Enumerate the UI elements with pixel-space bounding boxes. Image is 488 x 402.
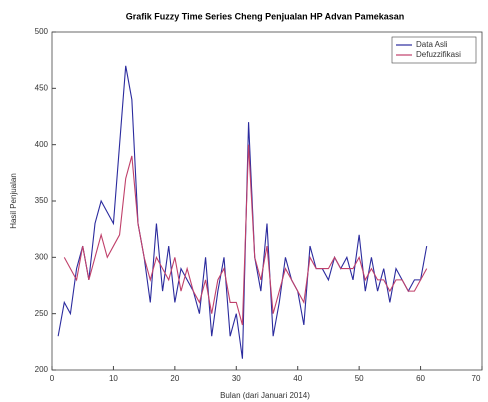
y-tick-label: 350 xyxy=(35,196,49,205)
x-tick-label: 40 xyxy=(293,374,302,383)
x-tick-label: 0 xyxy=(50,374,55,383)
y-tick-label: 400 xyxy=(35,140,49,149)
x-tick-label: 30 xyxy=(232,374,241,383)
x-tick-label: 10 xyxy=(109,374,118,383)
series-line xyxy=(63,144,428,326)
x-tick-label: 70 xyxy=(472,374,481,383)
series-line xyxy=(57,65,428,359)
y-tick-label: 450 xyxy=(35,83,49,92)
legend-box xyxy=(391,36,477,64)
x-tick-label: 60 xyxy=(416,374,425,383)
y-tick-label: 300 xyxy=(35,252,49,261)
y-tick-label: 200 xyxy=(35,365,49,374)
legend-label: Data Asli xyxy=(416,40,448,49)
y-tick-label: 500 xyxy=(35,27,49,36)
y-tick-label: 250 xyxy=(35,309,49,318)
y-axis-label: Hasil Penjualan xyxy=(9,173,18,229)
legend-label: Defuzzifikasi xyxy=(416,50,461,59)
x-tick-label: 20 xyxy=(170,374,179,383)
x-axis-label: Bulan (dari Januari 2014) xyxy=(220,391,310,400)
x-tick-label: 50 xyxy=(355,374,364,383)
chart-title: Grafik Fuzzy Time Series Cheng Penjualan… xyxy=(126,11,404,21)
